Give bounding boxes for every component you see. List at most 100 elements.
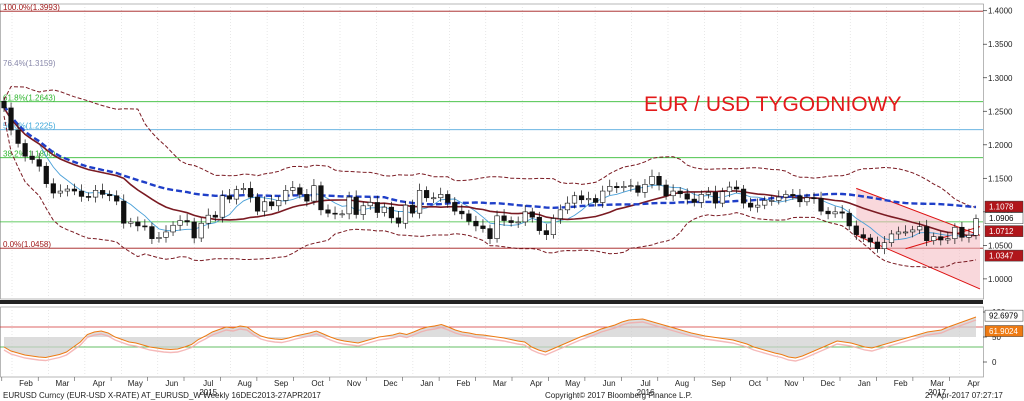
candle xyxy=(635,185,641,193)
y-tick-label: 1.4000 xyxy=(988,7,1013,16)
candle xyxy=(466,213,472,222)
x-tick-label: Aug xyxy=(238,379,252,388)
candle xyxy=(15,129,21,144)
long-ma xyxy=(2,104,977,210)
candle xyxy=(564,202,571,211)
fibonacci-label: 100.0%(1.3993) xyxy=(3,3,60,12)
x-tick-label: Apr xyxy=(530,379,543,388)
candle xyxy=(128,221,134,224)
candle xyxy=(874,241,880,250)
candle xyxy=(78,190,85,197)
price-panel: 1.4000 1.3500 1.3000 1.2500 1.2000 1.1500 1.10… xyxy=(0,3,1024,304)
candle xyxy=(29,155,35,160)
x-tick-label: Jul xyxy=(203,379,213,388)
candle xyxy=(473,220,479,227)
osc-area xyxy=(4,317,976,358)
candle xyxy=(346,196,352,215)
x-tick-label: Mar xyxy=(930,379,944,388)
x-tick-label: Jan xyxy=(858,379,871,388)
x-tick-label: Nov xyxy=(347,379,361,388)
candle xyxy=(649,176,655,185)
candle xyxy=(705,192,711,195)
candle xyxy=(557,209,564,219)
candle xyxy=(318,185,324,211)
x-tick-label: Apr xyxy=(967,379,980,388)
price-tag-label: 1.0347 xyxy=(989,252,1014,261)
osc-signal-line xyxy=(3,319,977,362)
candle xyxy=(881,242,888,250)
candle xyxy=(607,186,613,192)
candle xyxy=(593,198,599,203)
fibonacci-label: 76.4%(1.3159) xyxy=(3,59,56,68)
footer: EURUSD Curncy (EUR-USD X-RATE) AT_EURUSD… xyxy=(3,391,1003,400)
candle xyxy=(177,220,183,226)
osc-price-tag-label: 61.9024 xyxy=(989,327,1018,336)
chart-title: EUR / USD TYGODNIOWY xyxy=(644,93,901,116)
candle xyxy=(311,185,317,202)
x-tick-label: Dec xyxy=(383,379,397,388)
candle xyxy=(198,222,204,239)
short-ma xyxy=(3,107,977,241)
candle xyxy=(755,204,761,208)
osc-y-tick-label: 0 xyxy=(992,358,997,367)
channel-fill xyxy=(856,188,980,289)
candle xyxy=(818,198,824,212)
osc-y-tick-label: 50 xyxy=(992,333,1001,342)
price-tag xyxy=(984,212,1024,224)
y-tick-label: 1.0500 xyxy=(988,241,1013,250)
candle xyxy=(36,159,42,167)
candle xyxy=(938,236,944,241)
candle xyxy=(614,186,620,189)
candle xyxy=(283,190,289,201)
x-year-label: 2017 xyxy=(928,388,946,397)
x-tick-label: Jun xyxy=(165,379,178,388)
candle xyxy=(43,165,49,184)
fibonacci-label: 50.0%(1.2225) xyxy=(3,122,56,131)
candle xyxy=(966,235,972,238)
x-tick-label: Feb xyxy=(456,379,470,388)
candle xyxy=(924,226,930,241)
candle xyxy=(339,213,345,216)
candle xyxy=(797,195,803,203)
candle xyxy=(480,225,486,229)
candle xyxy=(691,198,697,203)
candle xyxy=(902,231,909,234)
candle xyxy=(205,214,211,224)
x-tick-label: Apr xyxy=(93,379,106,388)
candle xyxy=(917,226,923,231)
candle xyxy=(867,237,873,243)
candle xyxy=(811,197,817,200)
x-tick-label: May xyxy=(565,379,580,388)
candle xyxy=(586,198,592,201)
candle xyxy=(402,204,409,224)
x-axis: Feb Mar Apr May Jun Jul Aug Sep Oct Nov Dec Jan Feb M… xyxy=(1,377,980,397)
candle xyxy=(8,107,14,131)
candle xyxy=(536,216,542,231)
candle xyxy=(459,210,465,215)
candle xyxy=(769,200,775,202)
candle xyxy=(149,226,155,239)
x-tick-label: Oct xyxy=(311,379,324,388)
candle xyxy=(825,210,831,215)
osc-line xyxy=(3,316,977,359)
candle xyxy=(381,206,387,213)
y-tick-label: 1.2000 xyxy=(988,141,1013,150)
y-tick-label: 1.1500 xyxy=(988,174,1013,183)
candle xyxy=(64,188,70,192)
price-tag xyxy=(984,225,1024,237)
candle xyxy=(395,217,402,224)
fibonacci-label: 0.0%(1.0458) xyxy=(3,240,51,249)
candle xyxy=(22,143,28,157)
candle xyxy=(438,194,444,199)
candle xyxy=(670,190,676,197)
x-tick-label: Oct xyxy=(749,379,762,388)
price-tag xyxy=(984,200,1024,213)
candle xyxy=(212,214,218,218)
x-tick-label: Jun xyxy=(603,379,616,388)
candle xyxy=(952,226,958,239)
candle xyxy=(276,200,282,207)
candle xyxy=(135,221,141,227)
candle xyxy=(945,238,951,241)
candle xyxy=(621,186,627,189)
candle xyxy=(740,188,747,204)
